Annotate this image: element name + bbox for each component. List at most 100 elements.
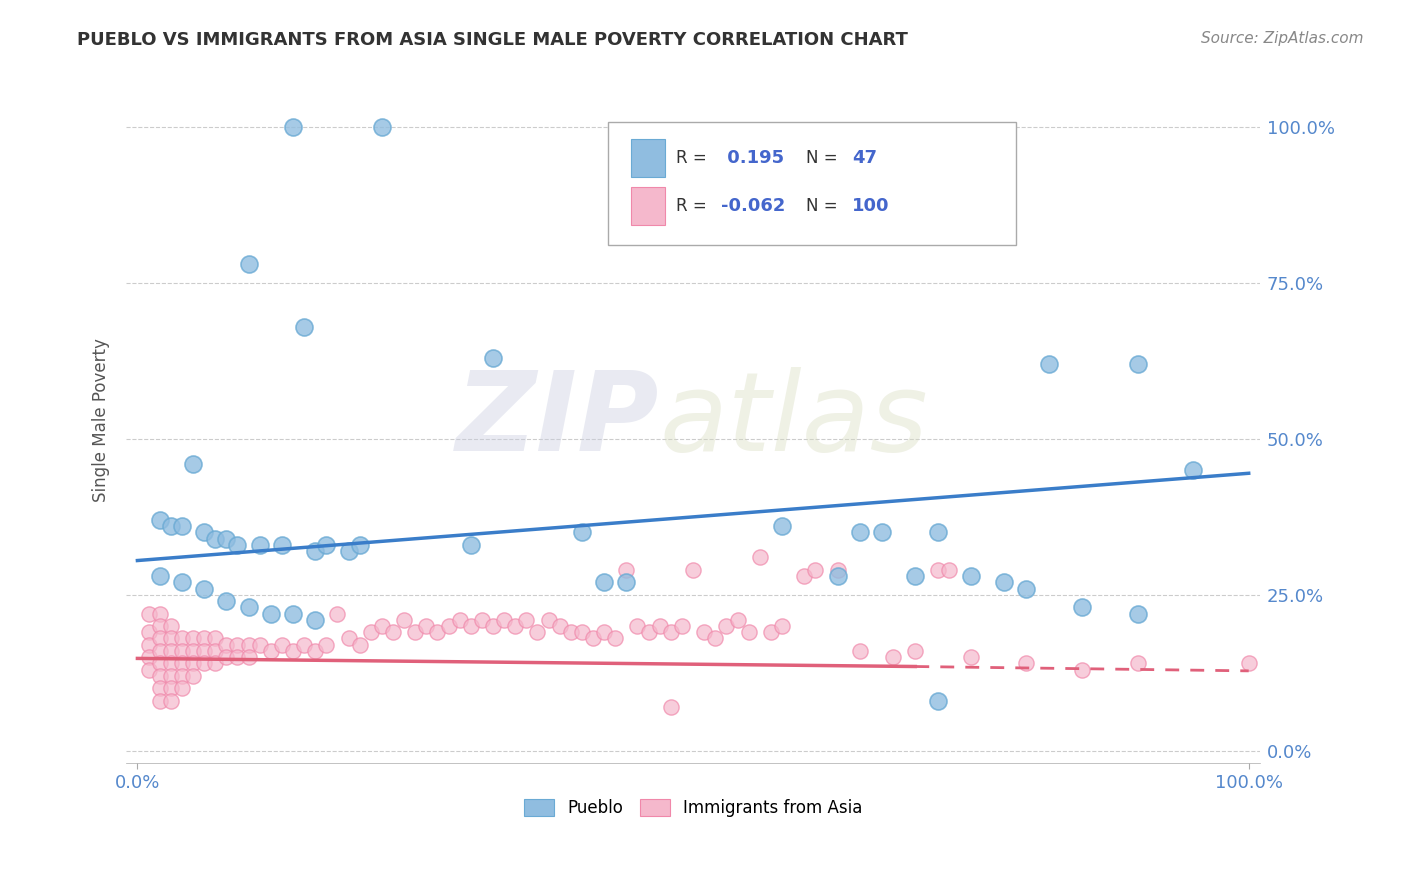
Point — [304, 644, 326, 658]
Point — [626, 619, 648, 633]
Point — [215, 594, 238, 608]
Text: -0.062: -0.062 — [721, 197, 786, 215]
Point — [204, 657, 226, 671]
Point — [904, 569, 927, 583]
Point — [770, 519, 793, 533]
Point — [593, 625, 616, 640]
Point — [471, 613, 494, 627]
Legend: Pueblo, Immigrants from Asia: Pueblo, Immigrants from Asia — [517, 792, 869, 823]
Y-axis label: Single Male Poverty: Single Male Poverty — [93, 338, 110, 502]
Text: N =: N = — [807, 149, 844, 167]
Point — [605, 632, 627, 646]
Point — [281, 607, 304, 621]
Point — [260, 644, 283, 658]
Point — [659, 700, 682, 714]
Point — [193, 525, 215, 540]
Point — [349, 638, 371, 652]
Point — [1015, 582, 1038, 596]
Text: atlas: atlas — [659, 367, 928, 474]
Point — [292, 319, 315, 334]
Point — [382, 625, 405, 640]
Point — [226, 538, 249, 552]
Point — [138, 625, 160, 640]
Point — [249, 638, 271, 652]
Point — [494, 613, 516, 627]
Point — [193, 582, 215, 596]
Point — [560, 625, 582, 640]
Point — [415, 619, 437, 633]
Point — [938, 563, 960, 577]
Point — [827, 563, 849, 577]
Point — [1015, 657, 1038, 671]
Point — [848, 525, 870, 540]
Point — [149, 657, 172, 671]
Point — [215, 650, 238, 665]
Point — [138, 650, 160, 665]
Point — [537, 613, 560, 627]
Point — [149, 681, 172, 696]
Point — [281, 644, 304, 658]
Point — [360, 625, 382, 640]
Point — [238, 257, 260, 271]
Point — [159, 694, 181, 708]
Point — [149, 632, 172, 646]
Point — [927, 563, 949, 577]
Point — [404, 625, 426, 640]
Point — [292, 638, 315, 652]
Point — [281, 120, 304, 135]
Point — [648, 619, 671, 633]
Point — [138, 663, 160, 677]
Point — [1237, 657, 1260, 671]
Point — [482, 619, 505, 633]
Point — [960, 650, 983, 665]
Point — [326, 607, 349, 621]
Point — [637, 625, 659, 640]
Bar — [631, 187, 665, 225]
Point — [449, 613, 471, 627]
Point — [671, 619, 693, 633]
Point — [1126, 657, 1149, 671]
Point — [304, 544, 326, 558]
Point — [460, 538, 482, 552]
Point — [315, 638, 337, 652]
Point — [226, 638, 249, 652]
Point — [170, 575, 193, 590]
Point — [249, 538, 271, 552]
Point — [616, 575, 638, 590]
Point — [149, 513, 172, 527]
Point — [793, 569, 815, 583]
Point — [870, 525, 893, 540]
Point — [204, 532, 226, 546]
Point — [927, 694, 949, 708]
Text: R =: R = — [676, 149, 711, 167]
Point — [204, 632, 226, 646]
Point — [159, 632, 181, 646]
Point — [270, 638, 292, 652]
Point — [170, 519, 193, 533]
Point — [238, 638, 260, 652]
Point — [1126, 357, 1149, 371]
Point — [149, 569, 172, 583]
Point — [238, 650, 260, 665]
Point — [193, 657, 215, 671]
Point — [159, 519, 181, 533]
Point — [371, 120, 394, 135]
Point — [904, 644, 927, 658]
Point — [337, 544, 360, 558]
Text: Source: ZipAtlas.com: Source: ZipAtlas.com — [1201, 31, 1364, 46]
Point — [727, 613, 749, 627]
Point — [848, 644, 870, 658]
Point — [503, 619, 526, 633]
Point — [748, 550, 770, 565]
Point — [170, 632, 193, 646]
Point — [149, 619, 172, 633]
Text: 100: 100 — [852, 197, 889, 215]
Point — [215, 638, 238, 652]
Point — [170, 657, 193, 671]
Point — [181, 632, 204, 646]
Point — [170, 669, 193, 683]
Point — [159, 644, 181, 658]
Point — [181, 457, 204, 471]
Point — [882, 650, 904, 665]
Point — [181, 669, 204, 683]
